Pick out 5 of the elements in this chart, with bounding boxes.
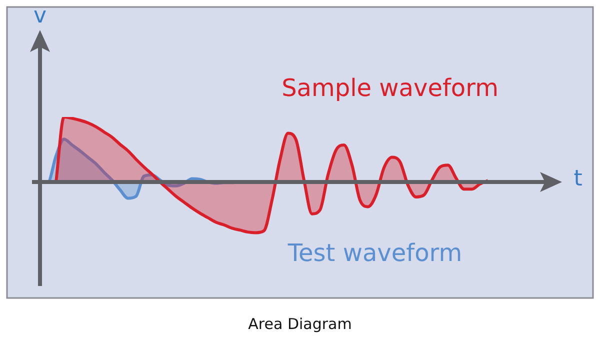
y-axis-title: v — [33, 4, 47, 29]
series-label: Sample waveform — [282, 74, 498, 102]
text: Test waveform — [286, 239, 462, 268]
text: Area Diagram — [248, 314, 352, 333]
x-axis-title: t — [574, 166, 583, 192]
